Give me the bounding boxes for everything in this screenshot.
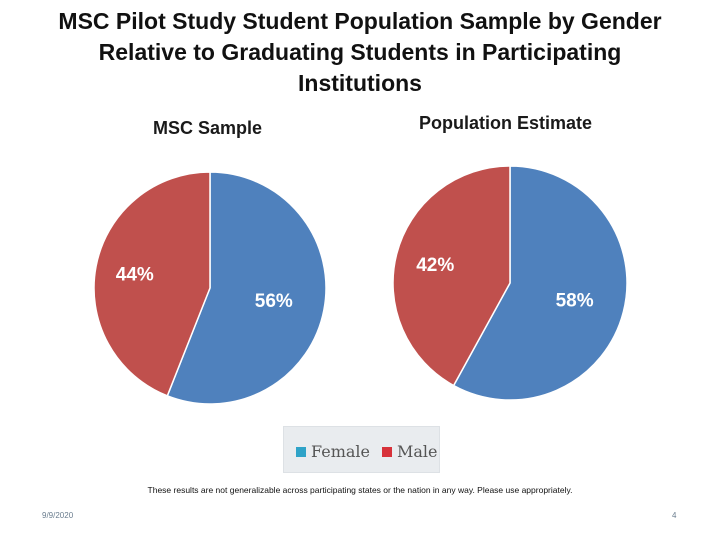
pie-0-slice-female bbox=[166, 171, 327, 405]
title-line-3: Institutions bbox=[298, 70, 422, 96]
footer-date: 9/9/2020 bbox=[42, 511, 74, 520]
chart-title-msc-sample: MSC Sample bbox=[153, 118, 263, 138]
legend-item-female: Female bbox=[296, 442, 370, 461]
chart-title-population-estimate: Population Estimate bbox=[419, 113, 593, 133]
disclaimer-text: These results are not generalizable acro… bbox=[147, 485, 573, 495]
page-number: 4 bbox=[672, 511, 677, 520]
pie-1-label-female: 58% bbox=[556, 291, 594, 312]
title-line-1: MSC Pilot Study Student Population Sampl… bbox=[58, 8, 662, 34]
legend-label-female: Female bbox=[311, 442, 370, 461]
pie-1-slice-female bbox=[452, 165, 628, 401]
legend-swatch-female bbox=[296, 446, 306, 457]
legend-label-male: Male bbox=[397, 442, 438, 461]
legend-item-male: Male bbox=[382, 442, 438, 461]
pie-0-label-female: 56% bbox=[255, 291, 293, 312]
pie-1-label-male: 42% bbox=[416, 255, 454, 276]
title-line-2: Relative to Graduating Students in Parti… bbox=[98, 39, 622, 65]
page-title: MSC Pilot Study Student Population Sampl… bbox=[0, 6, 720, 99]
legend: Female Male bbox=[283, 426, 440, 473]
legend-swatch-male bbox=[382, 446, 392, 457]
pie-1-slice-male bbox=[392, 165, 511, 387]
pie-0-label-male: 44% bbox=[116, 265, 154, 286]
pie-0-slice-male bbox=[93, 171, 211, 397]
